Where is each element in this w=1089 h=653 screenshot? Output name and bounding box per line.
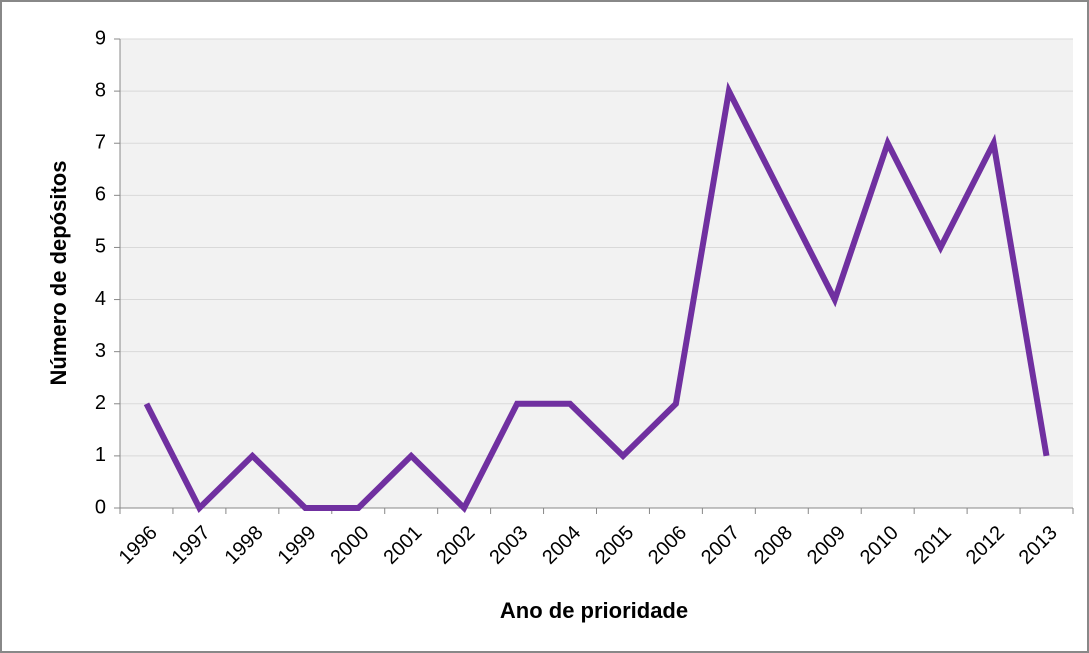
y-tick-label: 6 bbox=[95, 184, 106, 206]
y-tick-label: 5 bbox=[95, 236, 106, 258]
y-tick-label: 1 bbox=[95, 444, 106, 466]
y-tick-label: 0 bbox=[95, 496, 106, 518]
y-tick-label: 9 bbox=[95, 27, 106, 49]
data-line bbox=[143, 81, 1050, 514]
y-tick-label: 4 bbox=[95, 288, 106, 310]
y-tick-label: 8 bbox=[95, 79, 106, 101]
y-axis-title: Número de depósitos bbox=[46, 161, 71, 386]
plot-area bbox=[120, 39, 1073, 508]
y-tick-label: 2 bbox=[95, 392, 106, 414]
y-tick-label: 3 bbox=[95, 340, 106, 362]
x-axis-title: Ano de prioridade bbox=[500, 598, 688, 623]
y-tick-label: 7 bbox=[95, 132, 106, 154]
